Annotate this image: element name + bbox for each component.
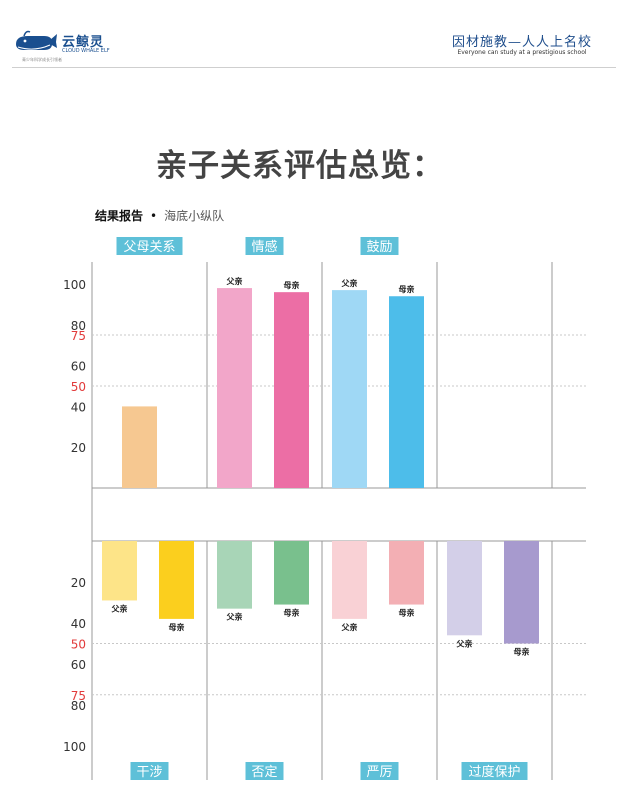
subtitle-team: 海底小纵队 xyxy=(164,209,225,223)
top-bar xyxy=(389,296,424,488)
page-header: 云鲸灵 CLOUD WHALE ELF 青少年科学成长引领者 因材施教—人人上名… xyxy=(0,0,623,68)
bottom-category-label: 否定 xyxy=(251,765,277,780)
bottom-category-label-bg xyxy=(245,762,284,780)
bottom-bar-label: 父亲 xyxy=(226,612,243,622)
top-category-label: 鼓励 xyxy=(366,240,392,255)
bottom-bar-label: 父亲 xyxy=(111,603,128,613)
page-title: 亲子关系评估总览： xyxy=(156,148,444,184)
bottom-category-label-bg xyxy=(360,762,399,780)
top-category-label-bg xyxy=(116,237,183,255)
bottom-y-tick-label: 75 xyxy=(71,689,86,703)
slogan-english: Everyone can study at a prestigious scho… xyxy=(457,49,587,56)
bottom-y-tick-label: 40 xyxy=(71,617,86,631)
top-y-tick-label: 75 xyxy=(71,329,86,343)
bottom-bar xyxy=(447,541,482,636)
top-y-tick-label: 50 xyxy=(71,380,86,394)
bottom-bar xyxy=(159,541,194,619)
bottom-bar-label: 父亲 xyxy=(341,622,358,632)
bottom-bar xyxy=(102,541,137,601)
bottom-bar xyxy=(389,541,424,605)
top-bar xyxy=(217,288,252,488)
bottom-bar xyxy=(217,541,252,609)
bottom-bar xyxy=(504,541,539,644)
logo: 云鲸灵 CLOUD WHALE ELF 青少年科学成长引领者 xyxy=(14,28,114,64)
header-divider xyxy=(12,67,616,68)
top-bar xyxy=(332,290,367,488)
bottom-category-label: 过度保护 xyxy=(468,764,520,780)
bottom-y-tick-label: 80 xyxy=(71,699,86,713)
logo-english-name: CLOUD WHALE ELF xyxy=(62,48,110,54)
whale-logo-icon xyxy=(16,30,57,50)
bottom-bar-label: 母亲 xyxy=(284,608,300,618)
bottom-y-tick-label: 20 xyxy=(71,576,86,590)
top-category-label-bg xyxy=(360,237,399,255)
top-y-tick-label: 40 xyxy=(71,400,86,414)
bottom-category-label-bg xyxy=(130,762,169,780)
subtitle-bullet: • xyxy=(150,209,158,223)
top-category-label: 父母关系 xyxy=(123,240,175,255)
bottom-y-tick-label: 100 xyxy=(63,740,86,754)
logo-tagline: 青少年科学成长引领者 xyxy=(22,57,62,62)
bottom-bar xyxy=(332,541,367,619)
bottom-bar-label: 母亲 xyxy=(514,647,530,657)
bottom-category-label: 严厉 xyxy=(366,765,392,780)
top-category-label: 情感 xyxy=(251,239,277,255)
bottom-bar-label: 父亲 xyxy=(456,638,473,648)
top-bar-label: 父亲 xyxy=(226,276,243,286)
bottom-bar-label: 母亲 xyxy=(169,622,185,632)
top-bar-label: 母亲 xyxy=(284,280,300,290)
logo-name: 云鲸灵 xyxy=(62,35,105,50)
top-y-tick-label: 80 xyxy=(71,319,86,333)
bottom-category-label-bg xyxy=(461,762,528,780)
top-bar xyxy=(274,292,309,488)
bottom-bar-label: 母亲 xyxy=(399,608,415,618)
top-category-label-bg xyxy=(245,237,284,255)
top-bar xyxy=(122,406,157,488)
top-y-tick-label: 20 xyxy=(71,441,86,455)
bottom-bar xyxy=(274,541,309,605)
top-y-tick-label: 100 xyxy=(63,278,86,292)
report-subtitle: 结果报告 • 海底小纵队 xyxy=(95,207,224,224)
slogan-chinese: 因材施教—人人上名校 xyxy=(451,35,592,50)
bottom-category-label: 干涉 xyxy=(136,765,162,780)
bottom-y-tick-label: 50 xyxy=(71,638,86,652)
subtitle-label: 结果报告 xyxy=(95,209,144,223)
top-y-tick-label: 60 xyxy=(71,360,86,374)
bottom-y-tick-label: 60 xyxy=(71,658,86,672)
top-bar-label: 父亲 xyxy=(341,278,358,288)
top-bar-label: 母亲 xyxy=(399,284,415,294)
